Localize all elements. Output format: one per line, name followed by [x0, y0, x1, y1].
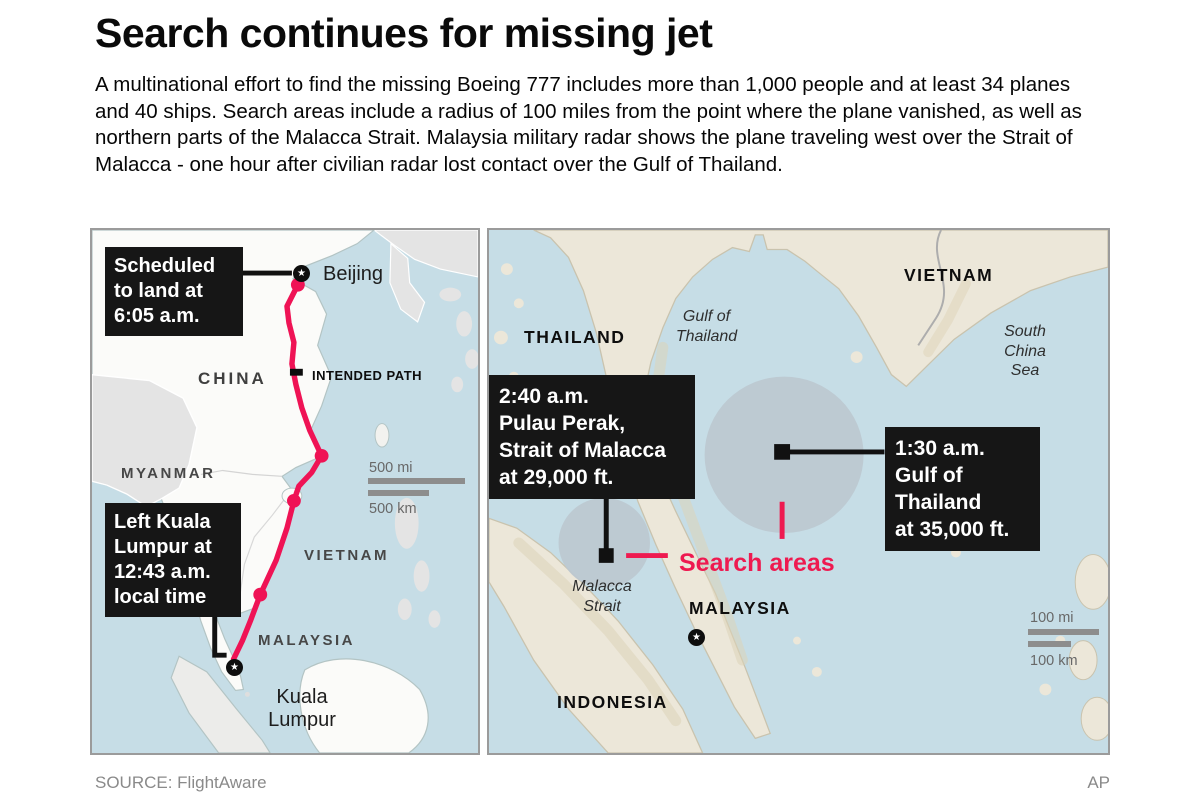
label-search-areas: Search areas [679, 549, 835, 577]
right-map-search-areas: 2:40 a.m. Pulau Perak, Strait of Malacca… [487, 228, 1110, 755]
land-singapore [244, 691, 250, 697]
scale-label-km: 100 km [1030, 653, 1078, 669]
city-star-icon: ★ [688, 629, 705, 646]
island [1080, 696, 1108, 741]
label-south-china-sea: South China Sea [1004, 323, 1046, 379]
land-sumatra [170, 655, 271, 753]
scale-bar-km [1028, 641, 1071, 647]
island [1039, 683, 1052, 696]
land-sumatra [489, 517, 704, 753]
scale-bar-mi [368, 478, 465, 484]
scale-label-mi: 100 mi [1030, 610, 1074, 626]
label-vietnam: VIETNAM [904, 265, 994, 285]
source-credit: SOURCE: FlightAware [95, 773, 267, 792]
scale-label-km: 500 km [369, 501, 417, 517]
land-japan-island [456, 311, 473, 337]
flight-waypoint-dot [253, 587, 268, 602]
label-indonesia: INDONESIA [557, 692, 668, 712]
city-star-icon: ★ [226, 659, 243, 676]
land-philippines [428, 610, 441, 628]
position-marker-square [598, 548, 614, 563]
island [793, 636, 801, 645]
land-myanmar-india [92, 373, 198, 508]
island [1068, 640, 1098, 681]
callout-connector [212, 609, 227, 658]
flight-waypoint-dot [314, 448, 329, 463]
scale-bar-mi [1028, 629, 1099, 635]
label-china: CHINA [198, 369, 267, 388]
border-line [200, 469, 283, 477]
island [1074, 554, 1108, 610]
callout-gulf-sighting: 1:30 a.m. Gulf of Thailand at 35,000 ft. [885, 427, 1040, 551]
left-map-flight-path: Scheduled to land at 6:05 a.m. Left Kual… [90, 228, 480, 755]
intended-path-tick [289, 368, 303, 376]
callout-scheduled-landing: Scheduled to land at 6:05 a.m. [105, 247, 243, 336]
label-intended-path: INTENDED PATH [312, 368, 423, 383]
label-malaysia: MALAYSIA [258, 632, 355, 649]
land-ne-asia [373, 230, 478, 278]
terrain-shading [923, 278, 971, 358]
scale-bar-km [368, 490, 429, 496]
label-malaysia: MALAYSIA [689, 598, 791, 618]
land-taiwan [374, 423, 390, 448]
label-malacca-strait: Malacca Strait [572, 578, 632, 615]
island [500, 263, 513, 275]
island [493, 330, 508, 345]
label-beijing: Beijing [323, 263, 384, 285]
city-star-icon: ★ [293, 265, 310, 282]
land-japan-island [465, 349, 478, 369]
label-kuala-lumpur: Kuala Lumpur [268, 686, 336, 731]
flight-waypoint-dot [286, 493, 301, 508]
label-myanmar: MYANMAR [121, 465, 216, 482]
scale-label-mi: 500 mi [369, 460, 413, 476]
border-line [917, 230, 946, 346]
label-gulf-of-thailand: Gulf of Thailand [675, 308, 738, 345]
island [811, 666, 822, 677]
island [850, 351, 863, 363]
land-japan-island [439, 287, 462, 302]
land-japan-island [451, 376, 464, 393]
intro-paragraph: A multinational effort to find the missi… [95, 73, 1082, 176]
land-philippines [394, 497, 419, 549]
border-line [239, 491, 291, 592]
label-vietnam: VIETNAM [304, 547, 389, 564]
land-korea [389, 242, 426, 323]
callout-malacca-sighting: 2:40 a.m. Pulau Perak, Strait of Malacca… [489, 375, 695, 499]
label-thailand: THAILAND [524, 327, 626, 347]
page-title: Search continues for missing jet [95, 10, 713, 56]
island [513, 298, 524, 309]
land-philippines [413, 560, 430, 592]
callout-departure: Left Kuala Lumpur at 12:43 a.m. local ti… [105, 503, 241, 617]
land-philippines [397, 598, 412, 621]
terrain-shading [513, 537, 682, 727]
position-marker-square [774, 444, 791, 460]
agency-credit: AP [1087, 773, 1110, 792]
land-borneo [299, 658, 429, 753]
